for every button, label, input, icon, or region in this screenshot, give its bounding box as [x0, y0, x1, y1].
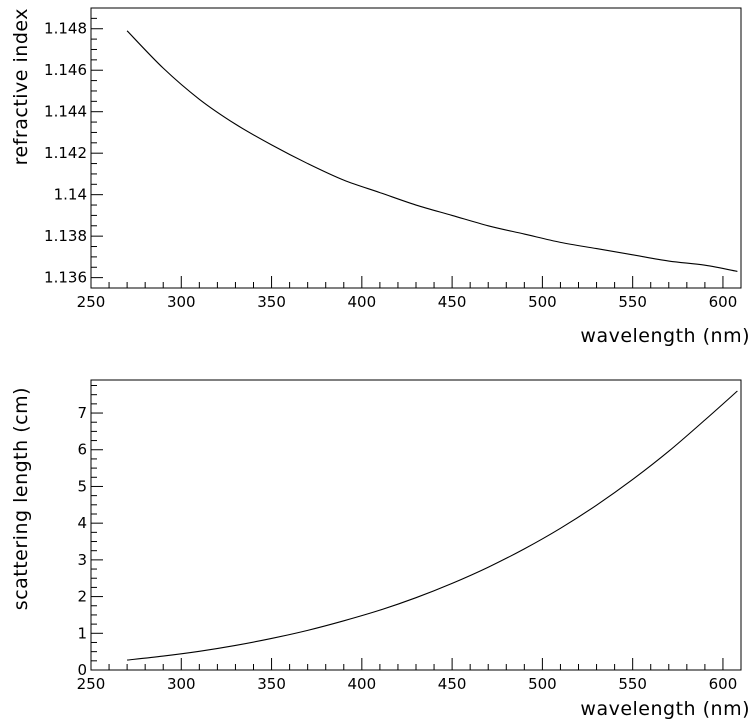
- y-tick-label: 7: [77, 404, 87, 422]
- x-axis-label: wavelength (nm): [580, 698, 750, 720]
- y-tick-label: 1.14: [54, 186, 87, 204]
- x-tick-label: 500: [528, 675, 557, 693]
- y-tick-label: 1.148: [44, 20, 87, 38]
- x-tick-label: 600: [709, 293, 738, 311]
- y-tick-label: 1: [77, 624, 87, 642]
- x-tick-label: 600: [709, 675, 738, 693]
- x-tick-label: 550: [618, 675, 647, 693]
- plot-frame: [90, 379, 742, 671]
- y-tick-label: 0: [77, 661, 87, 679]
- y-axis-label: refractive index: [10, 8, 32, 165]
- x-tick-label: 250: [77, 293, 106, 311]
- y-tick-label: 5: [77, 477, 87, 495]
- y-tick-label: 2: [77, 588, 87, 606]
- x-tick-label: 450: [438, 675, 467, 693]
- x-tick-label: 450: [438, 293, 467, 311]
- y-axis-label: scattering length (cm): [10, 387, 32, 610]
- x-tick-label: 550: [618, 293, 647, 311]
- x-tick-label: 400: [348, 293, 377, 311]
- data-curve: [126, 30, 738, 272]
- x-tick-label: 250: [77, 675, 106, 693]
- x-tick-label: 400: [348, 675, 377, 693]
- x-tick-label: 350: [257, 675, 286, 693]
- data-curve: [127, 390, 738, 661]
- y-tick-label: 1.144: [44, 103, 87, 121]
- refractive-index-panel: wavelength (nm) refractive index 250 300 3…: [10, 7, 750, 347]
- y-tick-label: 6: [77, 441, 87, 459]
- y-tick-label: 4: [77, 514, 87, 532]
- y-tick-label: 1.146: [44, 61, 87, 79]
- scattering-length-panel: wavelength (nm) scattering length (cm) 2…: [10, 379, 750, 720]
- x-tick-label: 300: [167, 675, 196, 693]
- plot-frame: [90, 7, 742, 289]
- y-tick-label: 1.138: [44, 227, 87, 245]
- x-tick-label: 350: [257, 293, 286, 311]
- x-tick-label: 500: [528, 293, 557, 311]
- y-tick-label: 1.142: [44, 144, 87, 162]
- y-tick-label: 3: [77, 551, 87, 569]
- y-tick-label: 1.136: [44, 269, 87, 287]
- x-axis-label: wavelength (nm): [580, 325, 750, 347]
- x-tick-label: 300: [167, 293, 196, 311]
